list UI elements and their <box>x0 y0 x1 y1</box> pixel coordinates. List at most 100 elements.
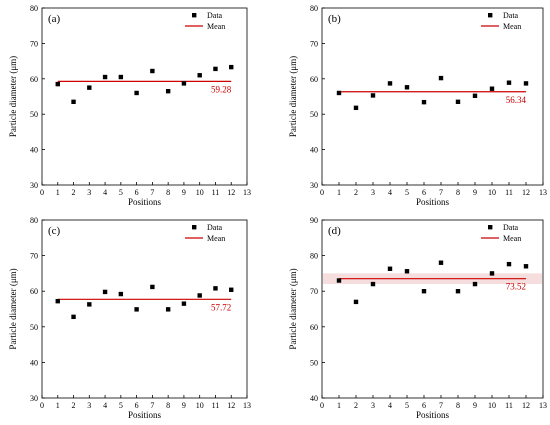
x-tick-label: 7 <box>150 188 154 197</box>
x-tick-label: 2 <box>72 401 76 410</box>
x-tick-label: 0 <box>320 401 324 410</box>
x-tick-label: 6 <box>135 401 139 410</box>
data-point <box>336 278 342 283</box>
data-point <box>229 64 234 70</box>
data-point <box>197 293 202 298</box>
x-tick-label: 5 <box>405 188 409 197</box>
x-tick-label: 1 <box>337 401 341 410</box>
x-tick-label: 13 <box>243 188 251 197</box>
data-point <box>181 81 187 86</box>
plot-frame <box>321 7 544 186</box>
panel-1: 0 1 2 3 4 5 6 7 8 9 10 11 12 13304050607080PositionsP… <box>8 4 251 207</box>
plot-frame <box>41 219 248 399</box>
x-tick-label: 6 <box>422 401 426 410</box>
x-tick-label: 6 <box>135 188 139 197</box>
x-axis-label: Positions <box>128 410 162 420</box>
x-tick-label: 5 <box>119 401 123 410</box>
legend-data-label: Data <box>503 11 519 20</box>
y-tick-label: 30 <box>30 181 38 190</box>
panel-label: (a) <box>48 13 61 25</box>
panel-label: (c) <box>48 225 61 237</box>
plot-frame <box>41 7 248 186</box>
x-tick-label: 5 <box>405 401 409 410</box>
data-point <box>421 289 427 294</box>
x-tick-label: 12 <box>227 401 235 410</box>
y-tick-label: 70 <box>30 39 38 48</box>
data-point <box>102 289 108 295</box>
data-point <box>87 302 92 307</box>
data-point <box>118 74 124 80</box>
data-point <box>438 260 444 265</box>
x-tick-label: 10 <box>196 401 204 410</box>
data-point <box>455 289 461 294</box>
panel-label: (d) <box>328 225 341 237</box>
y-tick-label: 90 <box>310 216 318 225</box>
x-tick-label: 13 <box>539 401 547 410</box>
mean-value-label: 59.28 <box>211 84 232 94</box>
y-tick-label: 60 <box>310 75 318 84</box>
x-tick-label: 12 <box>522 401 530 410</box>
x-tick-label: 2 <box>354 401 358 410</box>
x-axis-label: Positions <box>416 410 450 420</box>
data-point <box>506 261 512 267</box>
data-point <box>370 281 376 287</box>
mean-value-label: 73.52 <box>506 282 526 292</box>
legend-data-label: Data <box>207 11 223 20</box>
legend-data-label: Data <box>503 223 519 232</box>
x-tick-label: 4 <box>103 188 107 197</box>
x-tick-label: 8 <box>456 188 460 197</box>
y-tick-label: 80 <box>30 4 38 13</box>
data-point <box>523 264 529 269</box>
y-tick-label: 50 <box>310 110 318 119</box>
x-tick-label: 9 <box>182 401 186 410</box>
y-tick-label: 50 <box>30 323 38 332</box>
y-tick-label: 60 <box>310 323 318 332</box>
y-axis-label: Particle diameter (μm) <box>8 56 18 137</box>
x-tick-label: 4 <box>388 401 392 410</box>
legend-data-marker <box>192 225 197 230</box>
x-tick-label: 5 <box>119 188 123 197</box>
data-point <box>213 286 218 291</box>
mean-value-label: 56.34 <box>506 95 527 105</box>
data-point <box>506 80 512 85</box>
x-tick-label: 1 <box>56 188 60 197</box>
data-point <box>455 99 461 105</box>
y-tick-label: 40 <box>30 146 38 155</box>
panel-4: 0 1 2 3 4 5 6 7 8 9 10 11 12 13405060708090PositionsP… <box>288 216 547 420</box>
x-tick-label: 12 <box>227 188 235 197</box>
legend-mean-label: Mean <box>207 22 225 31</box>
legend-data-marker <box>488 13 493 18</box>
data-point <box>165 88 171 94</box>
y-tick-label: 80 <box>30 216 38 225</box>
legend-data-marker <box>488 225 493 230</box>
y-axis-label: Particle diameter (μm) <box>288 56 298 137</box>
legend-data-marker <box>192 13 197 18</box>
x-tick-label: 3 <box>371 401 375 410</box>
y-axis-label: Particle diameter (μm) <box>288 268 298 349</box>
data-point <box>87 85 92 90</box>
x-tick-label: 7 <box>439 401 443 410</box>
data-point <box>489 271 495 276</box>
legend-mean-label: Mean <box>503 22 521 31</box>
legend-data-label: Data <box>207 223 223 232</box>
panel-2: 0 1 2 3 4 5 6 7 8 9 10 11 12 13304050607080PositionsP… <box>288 4 547 207</box>
legend-mean-label: Mean <box>503 234 521 243</box>
y-tick-label: 60 <box>30 75 38 84</box>
data-point <box>55 298 60 304</box>
x-tick-label: 11 <box>505 401 513 410</box>
data-point <box>150 284 155 290</box>
x-tick-label: 0 <box>320 188 324 197</box>
y-tick-label: 40 <box>310 394 318 403</box>
x-tick-label: 8 <box>166 401 170 410</box>
y-tick-label: 60 <box>30 287 38 296</box>
data-point <box>404 85 410 90</box>
x-tick-label: 2 <box>354 188 358 197</box>
data-point <box>353 105 359 111</box>
y-tick-label: 70 <box>30 252 38 261</box>
data-point <box>134 307 139 312</box>
x-tick-label: 8 <box>456 401 460 410</box>
y-tick-label: 50 <box>30 110 38 119</box>
data-point <box>71 314 76 320</box>
data-point <box>472 281 478 287</box>
y-axis-label: Particle diameter (μm) <box>8 268 18 349</box>
